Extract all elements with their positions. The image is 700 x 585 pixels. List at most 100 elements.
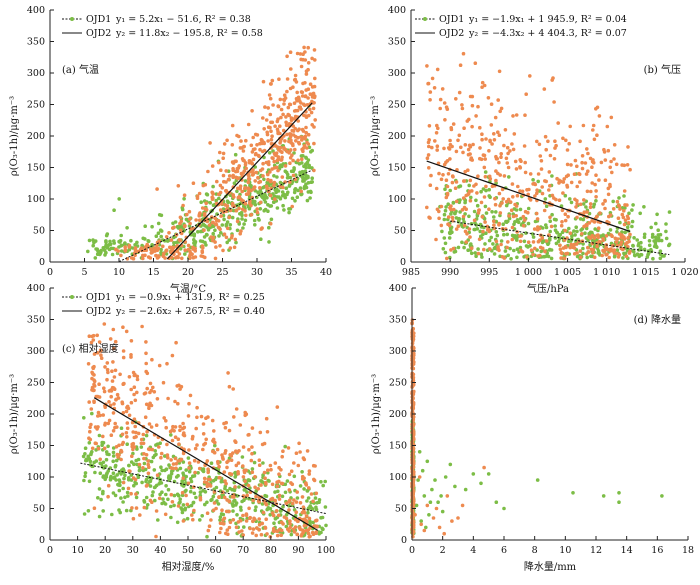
data-point	[108, 242, 113, 246]
data-point	[450, 180, 455, 185]
data-point	[181, 503, 186, 507]
data-point	[435, 123, 439, 128]
data-point	[499, 106, 504, 111]
data-point	[205, 500, 209, 505]
data-point	[301, 505, 306, 510]
data-point	[95, 252, 100, 256]
data-point	[623, 230, 627, 235]
data-point	[156, 231, 161, 235]
data-point	[594, 173, 598, 177]
data-point	[574, 205, 578, 209]
y-tick-label: 250	[389, 378, 407, 389]
data-point	[588, 156, 593, 161]
data-point	[211, 508, 216, 512]
data-point	[283, 96, 288, 100]
data-point	[310, 95, 315, 99]
data-point	[132, 483, 136, 488]
data-point	[294, 510, 299, 514]
data-point	[129, 491, 133, 496]
data-point	[86, 454, 90, 459]
data-point	[275, 480, 279, 485]
data-point	[181, 476, 185, 481]
data-point	[489, 123, 494, 127]
data-point	[553, 224, 557, 228]
data-point	[638, 211, 642, 216]
data-point	[218, 476, 222, 480]
data-point	[224, 222, 229, 227]
data-point	[264, 502, 269, 507]
data-point	[546, 254, 551, 259]
data-point	[156, 221, 161, 226]
data-point	[306, 87, 311, 91]
data-point	[433, 478, 437, 482]
data-point	[592, 236, 597, 240]
data-point	[540, 191, 545, 196]
data-point	[156, 518, 160, 522]
data-point	[250, 173, 255, 177]
data-point	[563, 218, 568, 223]
data-point	[546, 139, 550, 144]
data-point	[285, 77, 290, 81]
data-point	[625, 163, 630, 167]
data-point	[288, 102, 293, 107]
data-point	[321, 483, 326, 488]
data-point	[533, 182, 538, 187]
data-point	[309, 190, 313, 195]
data-point	[494, 500, 499, 505]
x-tick-label: 2	[440, 545, 446, 556]
data-point	[269, 497, 274, 502]
data-point	[188, 249, 192, 254]
data-point	[539, 167, 544, 171]
data-point	[223, 479, 227, 483]
data-point	[506, 253, 511, 258]
data-point	[537, 142, 542, 147]
data-point	[270, 120, 275, 125]
data-point	[185, 212, 189, 217]
data-point	[589, 247, 594, 252]
data-point	[271, 513, 276, 518]
data-point	[515, 193, 520, 198]
data-point	[143, 237, 147, 241]
data-point	[194, 218, 198, 222]
data-point	[444, 205, 448, 209]
data-point	[609, 115, 614, 120]
data-point	[514, 208, 519, 212]
data-point	[148, 401, 152, 406]
data-point	[109, 246, 114, 251]
data-point	[213, 443, 217, 448]
data-point	[317, 532, 322, 536]
data-point	[203, 502, 207, 507]
data-point	[310, 166, 314, 170]
data-point	[620, 212, 625, 217]
data-point	[160, 468, 164, 473]
data-point	[289, 169, 294, 174]
data-point	[103, 421, 108, 426]
data-point	[131, 516, 136, 521]
data-point	[119, 457, 123, 462]
data-point	[201, 468, 205, 473]
data-point	[473, 61, 478, 65]
data-point	[306, 45, 311, 50]
data-point	[479, 189, 483, 194]
data-point	[492, 223, 496, 227]
data-point	[308, 107, 312, 112]
data-point	[492, 215, 496, 219]
data-point	[511, 147, 516, 152]
data-point	[535, 191, 539, 196]
data-point	[451, 201, 456, 205]
data-point	[96, 410, 101, 415]
data-point	[420, 468, 425, 473]
data-point	[497, 248, 501, 253]
data-point	[232, 181, 237, 185]
x-tick-label: 40	[154, 545, 166, 556]
data-point	[564, 174, 569, 179]
series-OJD2-points-a	[114, 45, 318, 261]
data-point	[535, 188, 539, 192]
data-point	[601, 238, 605, 243]
data-point	[295, 90, 300, 95]
data-point	[590, 181, 594, 185]
y-tick-label: 0	[39, 535, 45, 546]
data-point	[444, 178, 449, 182]
data-point	[112, 241, 116, 245]
